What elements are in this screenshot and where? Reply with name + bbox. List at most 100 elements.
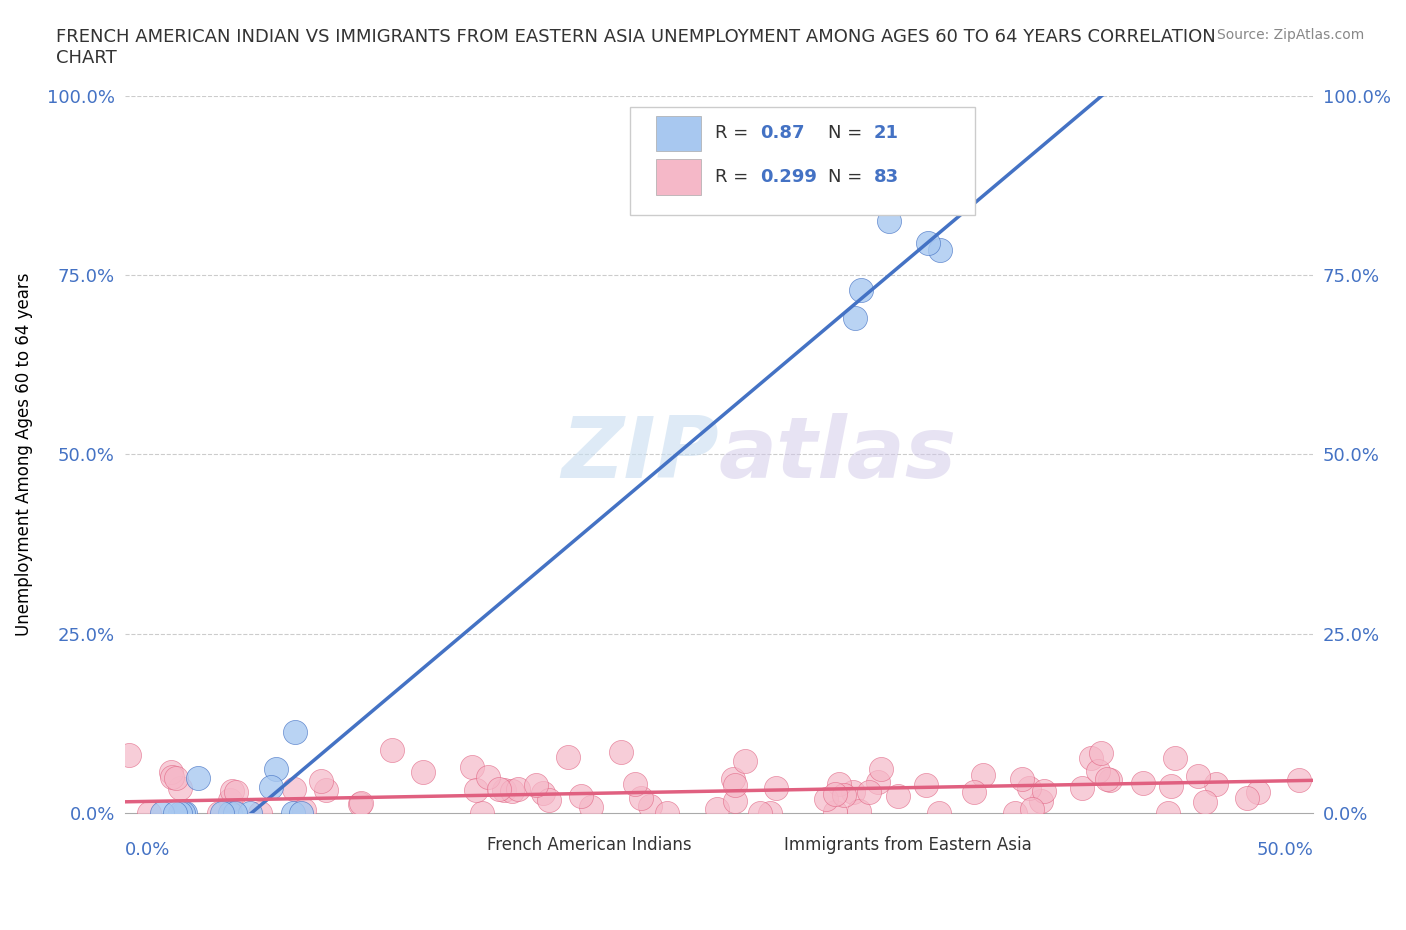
Point: [848, 804, 870, 818]
Point: [283, 781, 305, 796]
Point: [163, 805, 186, 820]
Point: [290, 805, 312, 820]
Point: [538, 792, 561, 807]
Text: 0.299: 0.299: [761, 168, 817, 186]
Text: N =: N =: [828, 125, 869, 142]
Point: [1205, 777, 1227, 791]
Point: [655, 805, 678, 820]
Point: [284, 725, 307, 740]
Point: [1098, 772, 1121, 787]
Point: [283, 805, 305, 820]
Point: [211, 805, 233, 820]
Point: [866, 775, 889, 790]
Point: [1087, 764, 1109, 778]
Point: [1095, 771, 1118, 786]
Point: [1021, 801, 1043, 816]
Point: [723, 794, 745, 809]
Point: [239, 805, 262, 820]
Point: [972, 767, 994, 782]
Point: [834, 787, 856, 802]
Point: [569, 789, 592, 804]
Point: [118, 748, 141, 763]
Point: [221, 783, 243, 798]
Point: [915, 777, 938, 792]
Point: [165, 770, 187, 785]
Point: [844, 311, 866, 325]
Point: [917, 235, 939, 250]
Point: [471, 805, 494, 820]
Point: [169, 805, 191, 820]
Point: [638, 798, 661, 813]
Point: [249, 805, 271, 820]
Point: [706, 802, 728, 817]
Point: [579, 800, 602, 815]
Point: [350, 796, 373, 811]
Point: [877, 213, 900, 228]
Point: [1080, 751, 1102, 765]
Point: [1011, 772, 1033, 787]
Point: [460, 759, 482, 774]
Point: [1132, 776, 1154, 790]
Text: R =: R =: [716, 125, 755, 142]
Point: [1187, 768, 1209, 783]
Point: [160, 769, 183, 784]
Point: [928, 243, 950, 258]
Point: [465, 783, 488, 798]
Bar: [742, 834, 772, 856]
Point: [858, 784, 880, 799]
Point: [292, 803, 315, 817]
Point: [187, 771, 209, 786]
Point: [828, 777, 851, 791]
Point: [824, 804, 846, 819]
Point: [849, 283, 872, 298]
Point: [150, 805, 173, 820]
Point: [815, 791, 838, 806]
Point: [630, 790, 652, 805]
Text: Source: ZipAtlas.com: Source: ZipAtlas.com: [1216, 28, 1364, 42]
Point: [1033, 784, 1056, 799]
Text: 0.0%: 0.0%: [125, 842, 170, 859]
Point: [488, 782, 510, 797]
Point: [501, 783, 523, 798]
Text: 21: 21: [873, 125, 898, 142]
Point: [1194, 794, 1216, 809]
Point: [928, 805, 950, 820]
Point: [524, 777, 547, 792]
Point: [225, 784, 247, 799]
Point: [963, 785, 986, 800]
Point: [477, 769, 499, 784]
Point: [1004, 805, 1026, 820]
Text: N =: N =: [828, 168, 869, 186]
Point: [1164, 751, 1187, 765]
Point: [531, 786, 554, 801]
Text: R =: R =: [716, 168, 755, 186]
Point: [723, 772, 745, 787]
Point: [870, 762, 893, 777]
Point: [218, 805, 240, 820]
Point: [824, 787, 846, 802]
Text: FRENCH AMERICAN INDIAN VS IMMIGRANTS FROM EASTERN ASIA UNEMPLOYMENT AMONG AGES 6: FRENCH AMERICAN INDIAN VS IMMIGRANTS FRO…: [56, 28, 1216, 67]
Point: [1288, 773, 1310, 788]
Bar: [446, 834, 475, 856]
Point: [174, 805, 197, 820]
Text: French American Indians: French American Indians: [486, 836, 692, 854]
Point: [315, 783, 337, 798]
Point: [309, 773, 332, 788]
Point: [1031, 793, 1053, 808]
Point: [169, 781, 191, 796]
Point: [172, 805, 194, 820]
Text: Immigrants from Eastern Asia: Immigrants from Eastern Asia: [785, 836, 1032, 854]
Point: [412, 764, 434, 779]
Point: [765, 780, 787, 795]
Point: [218, 792, 240, 807]
Text: 50.0%: 50.0%: [1257, 842, 1313, 859]
Text: 83: 83: [873, 168, 898, 186]
Point: [1018, 781, 1040, 796]
Point: [1157, 805, 1180, 820]
Point: [494, 782, 516, 797]
Point: [758, 805, 780, 820]
Point: [208, 805, 231, 820]
Point: [381, 743, 404, 758]
Point: [138, 805, 160, 820]
Point: [724, 777, 747, 792]
